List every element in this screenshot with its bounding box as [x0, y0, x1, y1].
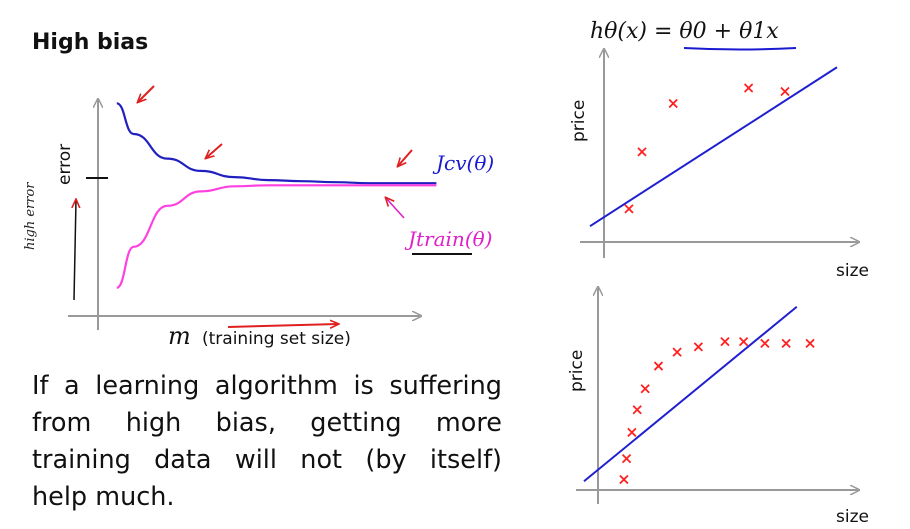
sc1-point-marker [624, 204, 634, 214]
sc2-point-marker [640, 384, 650, 394]
jtrain-label: Jtrain(θ) [404, 227, 492, 251]
jtrain-curve [116, 184, 437, 289]
sc2-point-marker [693, 342, 704, 352]
red-arrow [138, 85, 155, 102]
sc2-point-marker [720, 336, 730, 347]
sc2-point-marker [738, 336, 749, 347]
sc1-point-marker [637, 147, 647, 157]
sc1-points [624, 83, 790, 214]
sc2-fit-line [583, 305, 798, 483]
lc-ylabel: error [55, 144, 75, 185]
lc-handwritten-arrow [74, 200, 76, 301]
sc2-xlabel: size [836, 507, 869, 527]
lc-xlabel-note: (training set size) [202, 329, 351, 349]
jcv-label: Jcv(θ) [432, 151, 494, 175]
sc2-points [619, 336, 815, 485]
sc2-point-marker [621, 453, 632, 464]
sc2-point-marker [781, 338, 791, 349]
sc1-point-marker [668, 98, 678, 109]
explanation-paragraph: If a learning algorithm is suffering fro… [32, 368, 502, 516]
sc2-point-marker [632, 405, 642, 415]
scatter-chart-bottom: price size [567, 288, 869, 527]
jtrain-pointer-arrow [386, 198, 405, 219]
paragraph-line: training data will not (by itself) [32, 445, 502, 475]
sc1-point-marker [780, 86, 790, 97]
sc2-point-marker [672, 347, 682, 357]
scatter-chart-top: price size [569, 50, 869, 281]
sc1-ylabel: price [569, 100, 589, 142]
sc2-point-marker [653, 361, 664, 371]
lc-red-underline-arrow [227, 324, 338, 327]
jcv-curve [116, 102, 437, 185]
paragraph-line: help much. [32, 482, 175, 512]
sc2-point-marker [760, 338, 770, 349]
sc2-point-marker [619, 474, 629, 485]
slide-title: High bias [32, 30, 149, 55]
lc-ylabel-handwritten: high error [23, 182, 38, 250]
sc2-point-marker [627, 427, 637, 438]
red-arrow [206, 143, 223, 158]
sc1-point-marker [743, 83, 754, 93]
lc-xlabel: m [168, 322, 191, 350]
sc1-xlabel: size [836, 261, 869, 281]
red-arrow [398, 149, 413, 166]
paragraph-line: from high bias, getting more [32, 408, 502, 438]
hypothesis-formula: hθ(x) = θ0 + θ1x [590, 19, 779, 44]
sc1-fit-line [589, 66, 838, 228]
formula-underline [683, 47, 797, 51]
sc2-point-marker [805, 338, 815, 349]
learning-curve-chart: error high error m (training set size) J… [23, 85, 494, 350]
paragraph-line: If a learning algorithm is suffering [32, 371, 502, 401]
sc2-ylabel: price [567, 350, 587, 392]
